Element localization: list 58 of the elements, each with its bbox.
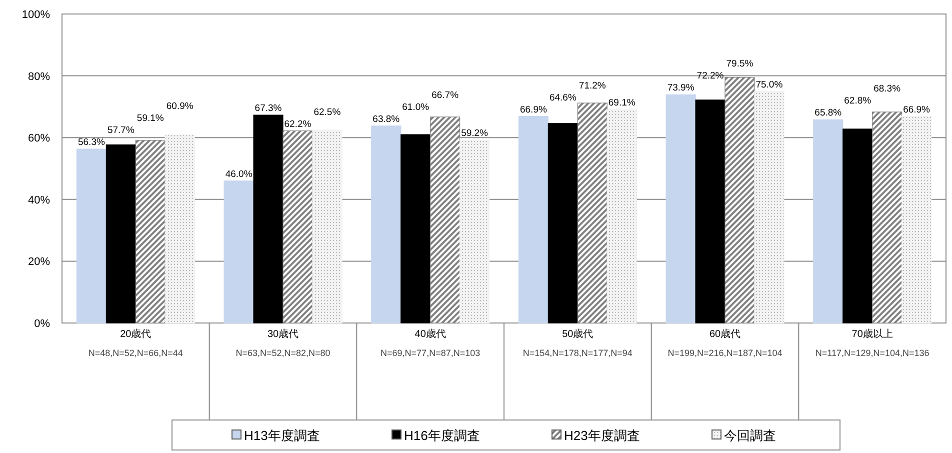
data-label: 72.2% [696, 70, 724, 82]
data-label: 62.8% [844, 96, 872, 107]
bar [813, 119, 844, 324]
x-tick-label: 40歳代 N=69,N=77,N=87,N=103 [380, 328, 480, 358]
bar [548, 123, 578, 324]
data-label: 68.3% [874, 84, 902, 95]
x-tick-label: 70歳以上 N=117,N=129,N=104,N=136 [815, 328, 930, 358]
bar [902, 116, 932, 324]
data-label: 66.7% [432, 90, 460, 101]
data-label: 71.2% [578, 80, 606, 92]
data-label: 61.0% [402, 102, 430, 113]
data-label: 59.2% [461, 128, 489, 140]
y-tick-label: 20% [28, 256, 50, 268]
data-label: 79.5% [726, 58, 754, 70]
bar [842, 128, 873, 324]
data-label: 69.1% [608, 97, 636, 108]
data-label: 59.1% [136, 113, 164, 124]
data-label: 67.3% [254, 103, 282, 114]
data-label: 56.3% [78, 137, 106, 148]
legend-label: H23年度調査 [564, 428, 640, 443]
bar [695, 100, 726, 324]
data-label: 62.2% [284, 118, 312, 130]
data-label: 57.7% [107, 125, 135, 136]
bar [754, 90, 784, 324]
x-tick-label: 50歳代 N=154,N=178,N=177,N=94 [522, 328, 632, 358]
y-tick-label: 40% [28, 194, 50, 206]
bar [76, 148, 106, 324]
data-label: 63.8% [372, 114, 400, 125]
y-tick-label: 0% [34, 318, 50, 330]
bar [164, 134, 195, 324]
data-label: 66.9% [903, 104, 931, 116]
y-tick-label: 100% [22, 9, 50, 21]
bar [224, 180, 254, 324]
data-label: 65.8% [814, 108, 842, 119]
bar [371, 126, 402, 324]
x-tick-label: 30歳代 N=63,N=52,N=82,N=80 [236, 328, 330, 358]
data-label: 60.9% [166, 101, 194, 112]
bar [518, 116, 548, 324]
x-tick-label: 20歳代 N=48,N=52,N=66,N=44 [88, 328, 183, 358]
data-label: 73.9% [667, 82, 695, 94]
legend-label: 今回調査 [724, 428, 776, 443]
bar [400, 134, 431, 324]
bar [312, 130, 342, 324]
data-label: 62.5% [314, 106, 342, 118]
legend-label: H16年度調査 [404, 428, 480, 443]
data-label: 66.9% [520, 104, 548, 116]
bar [606, 109, 637, 324]
legend-label: H13年度調査 [244, 428, 320, 443]
bar [460, 140, 490, 324]
bar [253, 114, 284, 324]
data-label: 46.0% [225, 168, 253, 180]
bar [106, 144, 136, 324]
data-label: 64.6% [549, 92, 577, 104]
y-tick-label: 80% [28, 70, 50, 83]
data-label: 75.0% [756, 79, 784, 90]
bar [666, 94, 696, 324]
x-tick-label: 60歳代 N=199,N=216,N=187,N=104 [668, 328, 782, 358]
y-tick-label: 60% [28, 132, 50, 145]
